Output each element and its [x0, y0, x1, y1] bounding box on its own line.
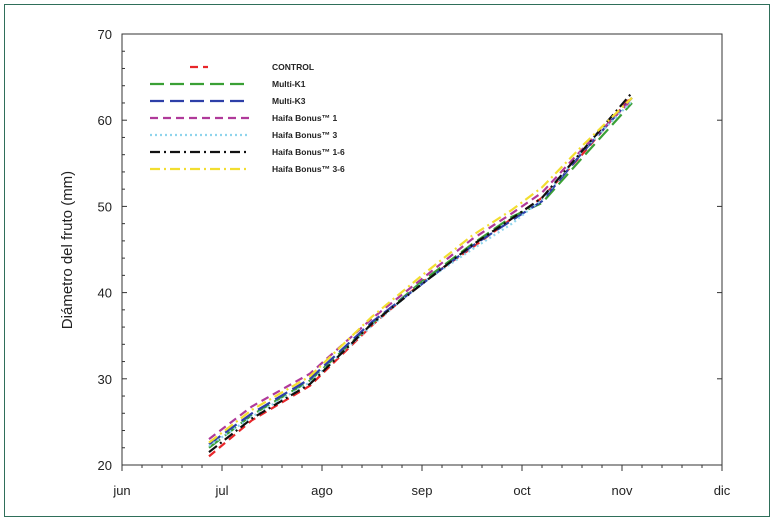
- y-axis-title: Diámetro del fruto (mm): [59, 171, 76, 329]
- y-tick-label: 60: [98, 113, 112, 128]
- series-line-3: [208, 97, 633, 446]
- y-tick-label: 30: [98, 372, 112, 387]
- legend-label: Haifa Bonus™ 1-6: [272, 147, 345, 157]
- x-tick-label: ago: [311, 483, 333, 498]
- y-axis: 20 30 40 50 60 70: [98, 27, 722, 473]
- series-line-7: [208, 97, 633, 444]
- x-tick-label: sep: [412, 483, 433, 498]
- legend-label: CONTROL: [272, 62, 314, 72]
- series-line-5: [208, 100, 633, 447]
- x-tick-label: oct: [513, 483, 531, 498]
- legend: CONTROL Multi-K1 Multi-K3 Haifa Bonus™ 1 Hai…: [150, 62, 345, 174]
- x-tick-label: dic: [714, 483, 731, 498]
- y-tick-label: 40: [98, 286, 112, 301]
- legend-label: Haifa Bonus™ 1: [272, 113, 337, 123]
- y-tick-label: 70: [98, 27, 112, 42]
- series-line-2: [208, 102, 633, 449]
- x-axis: jun jul ago sep oct nov dic: [112, 465, 731, 498]
- x-tick-label: nov: [612, 483, 633, 498]
- legend-label: Multi-K3: [272, 96, 306, 106]
- legend-label: Multi-K1: [272, 79, 306, 89]
- series-line-4: [208, 98, 633, 440]
- chart-frame: [4, 4, 770, 517]
- series-group: [208, 91, 633, 458]
- y-tick-label: 50: [98, 199, 112, 214]
- series-line-6: [208, 91, 633, 453]
- x-tick-label: jul: [214, 483, 228, 498]
- x-tick-label: jun: [112, 483, 130, 498]
- legend-label: Haifa Bonus™ 3-6: [272, 164, 345, 174]
- legend-label: Haifa Bonus™ 3: [272, 130, 337, 140]
- y-tick-label: 20: [98, 458, 112, 473]
